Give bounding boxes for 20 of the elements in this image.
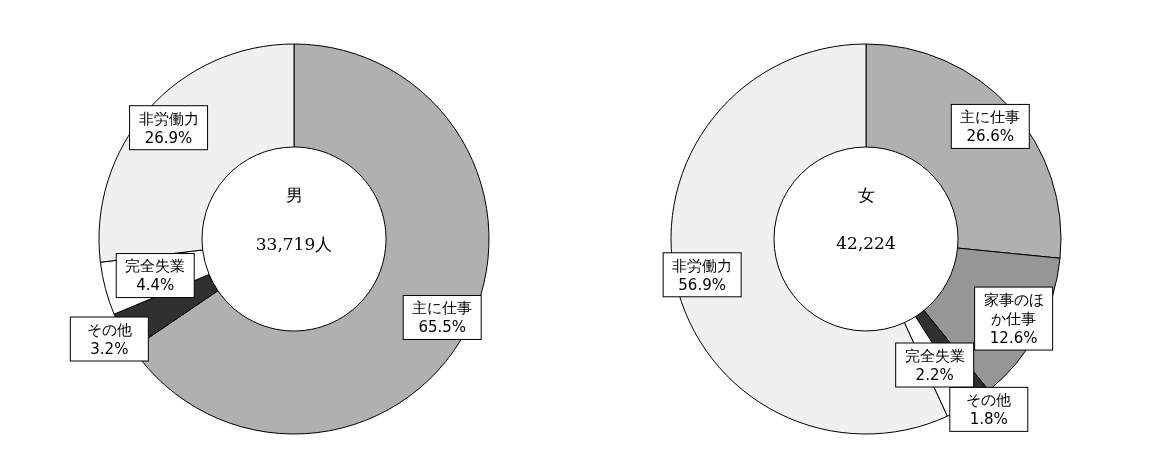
slice-label: 非労働力 — [138, 109, 199, 128]
data-label: 12.6% — [989, 328, 1038, 347]
data-label: 4.4% — [136, 276, 175, 295]
data-label: 1.8% — [969, 410, 1008, 429]
text: 33,719人 — [254, 233, 334, 256]
slice-label: 主に仕事 — [960, 108, 1021, 127]
data-label: 3.2% — [90, 339, 129, 358]
slice-label: 主に仕事 — [412, 299, 473, 318]
text: 男 — [284, 184, 304, 207]
slice-label: その他 — [86, 320, 132, 339]
data-label: 65.5% — [418, 318, 467, 337]
data-label: 56.9% — [678, 275, 726, 294]
slice-label: 完全失業 — [125, 257, 186, 276]
slice-label: 家事のほか仕事 — [983, 290, 1044, 328]
text: 女 — [856, 184, 876, 207]
slice-label: その他 — [966, 391, 1012, 410]
slice-label: 非労働力 — [672, 256, 733, 275]
data-label: 26.6% — [966, 127, 1015, 146]
data-label: 26.9% — [144, 128, 193, 147]
text: 42,224 — [835, 233, 897, 253]
